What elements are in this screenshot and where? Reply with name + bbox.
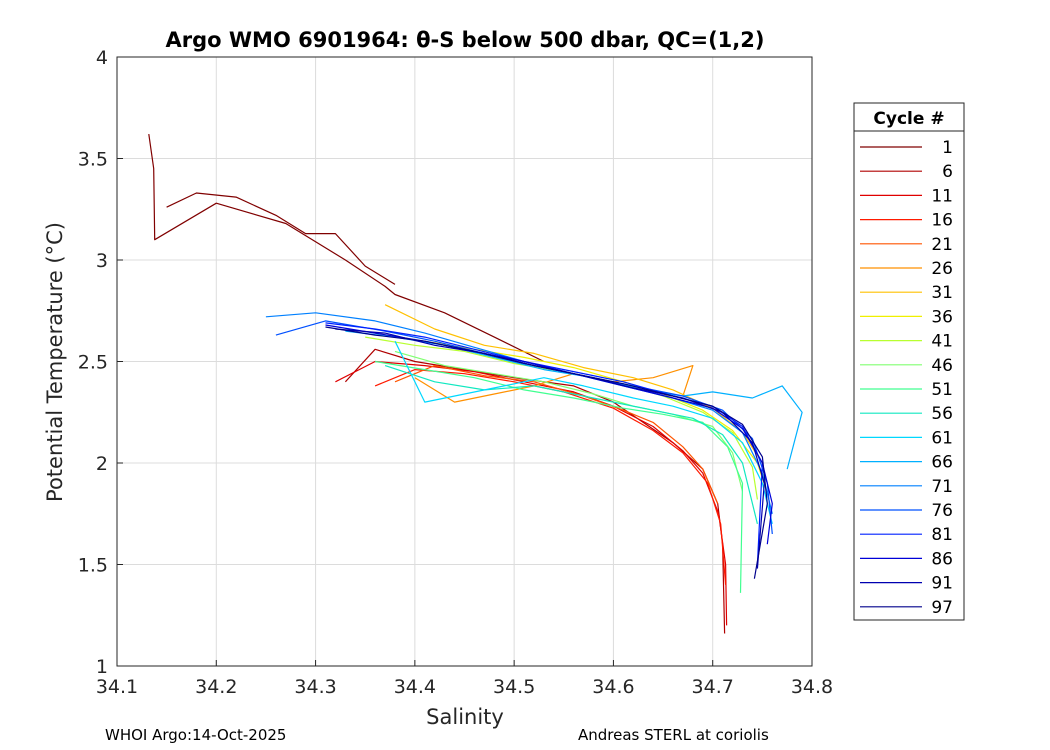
y-tick-label: 4 — [96, 47, 108, 69]
series-line-cycle-46 — [394, 350, 744, 492]
series-line-cycle-61 — [394, 340, 773, 525]
legend-label: 66 — [931, 453, 953, 473]
series-line-cycle-1 — [148, 134, 545, 363]
series-line-cycle-1b — [166, 192, 396, 285]
y-tick-label: 2 — [96, 453, 108, 475]
x-tick-label: 34.6 — [592, 676, 634, 698]
series-line-cycle-81 — [325, 322, 764, 565]
x-tick-label: 34.3 — [294, 676, 336, 698]
x-tick-labels: 34.1 34.2 34.3 34.4 34.5 34.6 34.7 34.8 — [96, 676, 833, 698]
chart-title: Argo WMO 6901964: θ-S below 500 dbar, QC… — [166, 28, 765, 52]
series-line-cycle-91 — [335, 328, 765, 569]
y-tick-labels: 1 1.5 2 2.5 3 3.5 4 — [78, 47, 108, 678]
grid — [116, 56, 813, 667]
legend-label: 31 — [931, 283, 953, 303]
series-line-cycle-66 — [345, 330, 803, 470]
y-tick-label: 1 — [96, 656, 108, 678]
series-line-cycle-11 — [335, 360, 728, 626]
legend-label: 1 — [942, 138, 953, 158]
y-tick-label: 3 — [96, 250, 108, 272]
legend-label: 71 — [931, 477, 953, 497]
legend-label: 97 — [931, 598, 953, 618]
series-line-cycle-36 — [375, 332, 768, 494]
series-group — [148, 134, 803, 634]
x-tick-label: 34.2 — [195, 676, 237, 698]
legend-label: 41 — [931, 332, 953, 352]
legend-label: 26 — [931, 259, 953, 279]
x-tick-label: 34.8 — [791, 676, 833, 698]
legend-label: 11 — [931, 186, 953, 206]
y-axis-label: Potential Temperature (°C) — [43, 222, 67, 502]
legend-label: 46 — [931, 356, 953, 376]
footer-left: WHOI Argo:14-Oct-2025 — [105, 726, 286, 744]
y-tick-label: 2.5 — [78, 352, 108, 374]
series-line-cycle-76 — [275, 320, 773, 535]
legend-label: 6 — [942, 162, 953, 182]
legend-label: 21 — [931, 235, 953, 255]
legend-label: 76 — [931, 501, 953, 521]
legend-label: 16 — [931, 211, 953, 231]
legend-title: Cycle # — [873, 109, 944, 129]
x-tick-label: 34.5 — [493, 676, 535, 698]
series-line-cycle-16 — [374, 369, 727, 585]
legend: Cycle # 16111621263136414651566166717681… — [853, 102, 965, 621]
y-tick-label: 1.5 — [78, 555, 108, 577]
x-axis-label: Salinity — [426, 705, 504, 729]
x-tick-label: 34.4 — [394, 676, 436, 698]
series-line-cycle-21 — [394, 365, 719, 504]
legend-label: 61 — [931, 428, 953, 448]
series-line-cycle-97 — [325, 326, 768, 579]
series-line-cycle-31 — [384, 304, 763, 464]
legend-label: 86 — [931, 549, 953, 569]
legend-label: 36 — [931, 307, 953, 327]
legend-label: 51 — [931, 380, 953, 400]
y-tick-label: 3.5 — [78, 149, 108, 171]
x-tick-label: 34.7 — [692, 676, 734, 698]
legend-label: 91 — [931, 574, 953, 594]
series-line-cycle-56 — [384, 365, 758, 525]
legend-label: 81 — [931, 525, 953, 545]
series-line-cycle-51 — [375, 360, 744, 593]
x-tick-label: 34.1 — [96, 676, 138, 698]
plot-area-frame — [116, 56, 813, 667]
legend-label: 56 — [931, 404, 953, 424]
footer-right: Andreas STERL at coriolis — [578, 726, 769, 744]
